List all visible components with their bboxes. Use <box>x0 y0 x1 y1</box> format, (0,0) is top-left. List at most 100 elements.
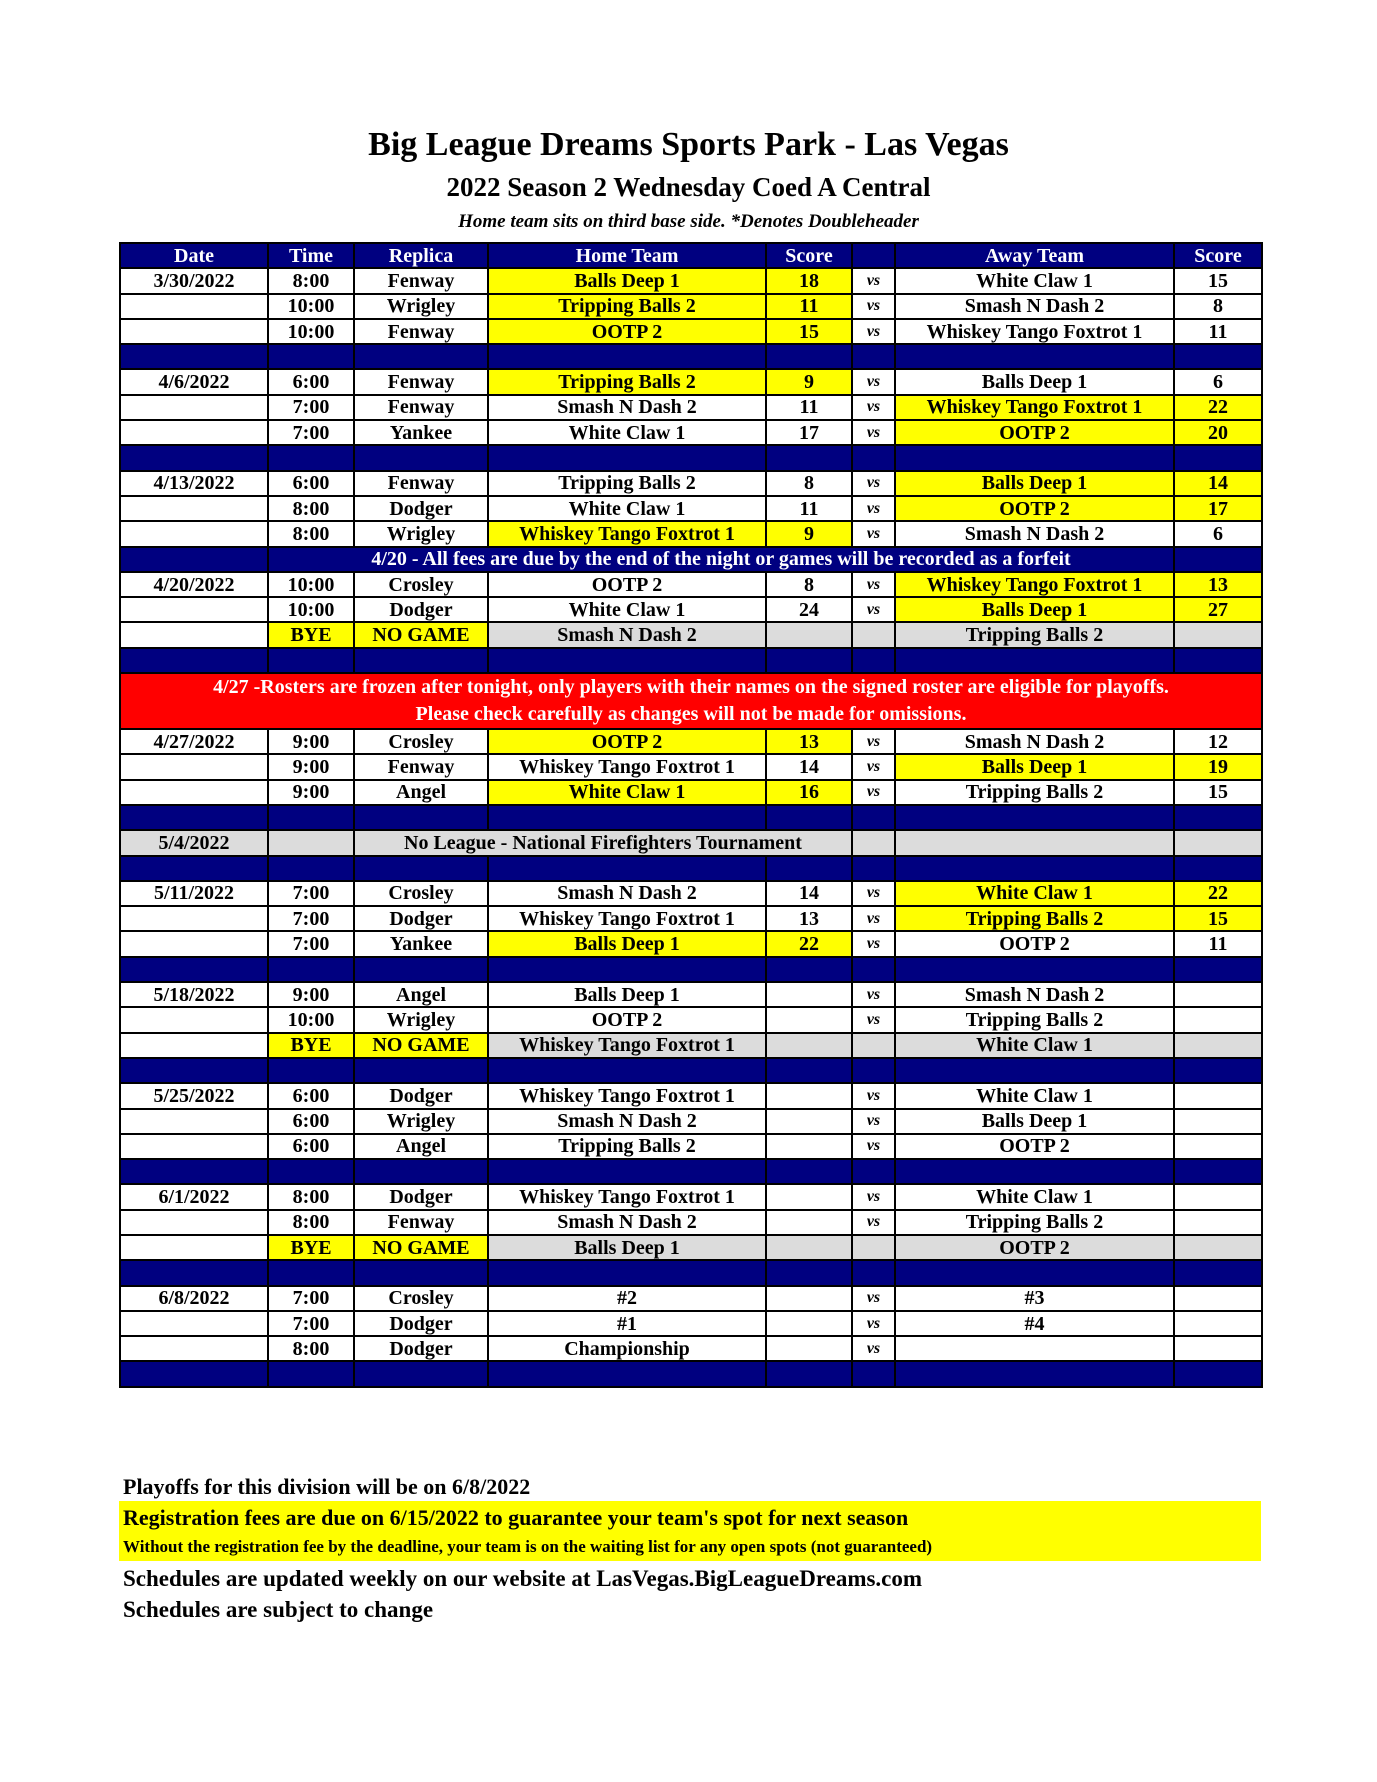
date: 5/25/2022 <box>119 1082 269 1110</box>
date <box>119 621 269 649</box>
separator-row <box>119 1259 1263 1287</box>
page-title: Big League Dreams Sports Park - Las Vega… <box>368 126 1009 163</box>
date <box>119 1107 269 1135</box>
time: 6:00 <box>267 368 355 396</box>
separator-cell <box>765 854 853 882</box>
column-header-time: Time <box>267 241 355 270</box>
date: 4/27/2022 <box>119 728 269 756</box>
vs: vs <box>851 1132 896 1161</box>
home-score <box>765 1183 853 1211</box>
time: 10:00 <box>267 570 355 599</box>
date <box>119 520 269 548</box>
separator-cell <box>1173 1360 1263 1388</box>
replica: Angel <box>353 1132 489 1161</box>
home-team: Tripping Balls 2 <box>487 292 767 320</box>
replica: Crosley <box>353 1284 489 1312</box>
time: 9:00 <box>267 753 355 781</box>
home-team: Championship <box>487 1335 767 1363</box>
date <box>119 1132 269 1161</box>
date <box>119 292 269 320</box>
away-score: 15 <box>1173 905 1263 933</box>
vs: vs <box>851 930 896 958</box>
separator-cell <box>1173 854 1263 882</box>
game-row: 10:00 Fenway OOTP 2 15 vs Whiskey Tango Foxtr… <box>119 317 1263 346</box>
separator-cell <box>487 1158 767 1186</box>
game-row: 3/30/2022 8:00 Fenway Balls Deep 1 18 vs White… <box>119 267 1263 295</box>
home-team: Whiskey Tango Foxtrot 1 <box>487 905 767 933</box>
separator-cell <box>894 343 1175 371</box>
no-game-label: NO GAME <box>353 1031 489 1059</box>
game-row: 5/25/2022 6:00 Dodger Whiskey Tango Foxtrot… <box>119 1082 1263 1110</box>
playoffs-note: Playoffs for this division will be on 6/… <box>123 1474 531 1499</box>
separator-cell <box>267 1056 355 1085</box>
game-row: 6:00 Angel Tripping Balls 2 vs OOTP 2 <box>119 1132 1263 1161</box>
game-row: 5/18/2022 9:00 Angel Balls Deep 1 vs Smash N … <box>119 981 1263 1009</box>
separator-cell <box>765 1360 853 1388</box>
home-score: 16 <box>765 778 853 806</box>
game-row: 4/20/2022 10:00 Crosley OOTP 2 8 vs Whiskey Ta… <box>119 570 1263 599</box>
separator-cell <box>353 1259 489 1287</box>
time: 9:00 <box>267 728 355 756</box>
game-row: 9:00 Angel White Claw 1 16 vs Tripping Balls … <box>119 778 1263 806</box>
separator-cell <box>119 1259 269 1287</box>
time: 8:00 <box>267 1208 355 1236</box>
replica: Wrigley <box>353 520 489 548</box>
separator-cell <box>1173 803 1263 832</box>
home-score <box>765 1208 853 1236</box>
home-team: Tripping Balls 2 <box>487 368 767 396</box>
separator-cell <box>765 1259 853 1287</box>
waiting-list-note: Without the registration fee by the dead… <box>123 1537 933 1556</box>
vs <box>851 621 896 649</box>
separator-cell <box>851 854 896 882</box>
separator-cell <box>119 955 269 984</box>
home-score: 11 <box>765 393 853 422</box>
column-header-away-team: Away Team <box>894 241 1175 270</box>
separator-cell <box>851 1056 896 1085</box>
no-league-row: 5/4/2022 No League - National Firefighter… <box>119 829 1263 857</box>
home-team: White Claw 1 <box>487 419 767 447</box>
vs: vs <box>851 1082 896 1110</box>
replica: Fenway <box>353 1208 489 1236</box>
separator-cell <box>894 1360 1175 1388</box>
game-row: 8:00 Dodger Championship vs <box>119 1335 1263 1363</box>
header-row: Date Time Replica Home Team Score Away Team Sc… <box>119 241 1263 270</box>
home-score: 17 <box>765 419 853 447</box>
separator-cell <box>487 343 767 371</box>
replica: Yankee <box>353 930 489 958</box>
replica: Dodger <box>353 905 489 933</box>
date: 6/8/2022 <box>119 1284 269 1312</box>
away-score: 8 <box>1173 292 1263 320</box>
separator-cell <box>119 854 269 882</box>
vs: vs <box>851 419 896 447</box>
away-team: White Claw 1 <box>894 1183 1175 1211</box>
home-team: Balls Deep 1 <box>487 981 767 1009</box>
time: 9:00 <box>267 778 355 806</box>
time: 6:00 <box>267 1107 355 1135</box>
replica: Dodger <box>353 1335 489 1363</box>
separator-cell <box>119 1360 269 1388</box>
vs: vs <box>851 570 896 599</box>
home-team: Smash N Dash 2 <box>487 1208 767 1236</box>
separator-cell <box>765 444 853 472</box>
date <box>119 753 269 781</box>
time: 7:00 <box>267 879 355 908</box>
separator-cell <box>765 646 853 675</box>
separator-row <box>119 803 1263 832</box>
game-row: 8:00 Dodger White Claw 1 11 vs OOTP 2 17 <box>119 494 1263 523</box>
away-team: #4 <box>894 1309 1175 1338</box>
date <box>119 905 269 933</box>
game-row: 4/13/2022 6:00 Fenway Tripping Balls 2 8 vs Ba… <box>119 469 1263 497</box>
separator-cell <box>894 1259 1175 1287</box>
separator-cell <box>267 1259 355 1287</box>
separator-cell <box>353 1360 489 1388</box>
separator-cell <box>353 854 489 882</box>
away-team: OOTP 2 <box>894 1233 1175 1262</box>
home-team: Whiskey Tango Foxtrot 1 <box>487 1183 767 1211</box>
home-team: Tripping Balls 2 <box>487 1132 767 1161</box>
away-score: 12 <box>1173 728 1263 756</box>
column-header-replica: Replica <box>353 241 489 270</box>
home-score: 13 <box>765 728 853 756</box>
time: 10:00 <box>267 292 355 320</box>
away-score: 22 <box>1173 393 1263 422</box>
away-score <box>1173 1284 1263 1312</box>
